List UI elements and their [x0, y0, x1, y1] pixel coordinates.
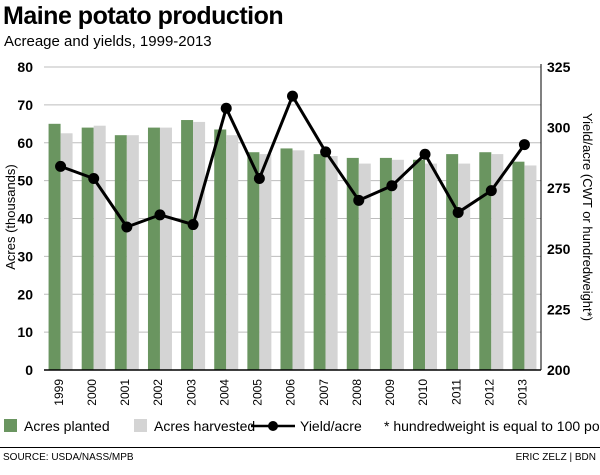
bar-acres-harvested — [193, 121, 206, 370]
bar-acres-harvested — [292, 150, 305, 370]
yield-point — [154, 209, 166, 221]
bar-acres-planted — [313, 154, 326, 370]
bar-acres-planted — [48, 123, 61, 370]
yield-point — [55, 160, 67, 172]
bar-acres-planted — [214, 129, 227, 370]
bars — [48, 120, 537, 371]
chart-title: Maine potato production — [3, 2, 284, 30]
yield-point — [287, 90, 298, 102]
x-tick-label: 2008 — [350, 379, 364, 406]
legend-note: * hundredweight is equal to 100 pounds — [384, 418, 600, 434]
bar-acres-planted — [479, 152, 492, 370]
x-tick-label: 2002 — [151, 379, 165, 406]
yield-point — [485, 185, 497, 197]
yield-line — [55, 90, 530, 233]
x-tick-label: 2007 — [317, 379, 331, 406]
x-tick-label: 2003 — [184, 379, 198, 406]
x-tick-label: 2010 — [416, 379, 430, 406]
legend-swatch-harvested — [134, 419, 147, 432]
source-credit: SOURCE: USDA/NASS/MPB — [3, 452, 134, 463]
yield-point — [88, 173, 100, 185]
yield-point — [121, 221, 133, 233]
bar-acres-planted — [247, 152, 260, 370]
yield-point — [187, 219, 199, 231]
x-tick-label: 2005 — [251, 379, 265, 406]
chart-plot: 0 10 20 30 40 50 60 70 80 200 225 250 275 300 325 1999 2… — [3, 59, 595, 406]
bar-acres-planted — [413, 159, 426, 370]
legend-swatch-planted — [4, 419, 17, 432]
x-tick-label: 2006 — [284, 379, 298, 406]
bar-acres-harvested — [126, 135, 139, 370]
legend-label-harvested: Acres harvested — [154, 418, 256, 434]
y-right-tick-label: 200 — [547, 362, 571, 378]
bar-acres-harvested — [325, 156, 338, 370]
y-left-tick-label: 40 — [17, 211, 33, 227]
y-right-axis-label: Yield/acre (CWT or hundredweight*) — [580, 113, 595, 321]
bar-acres-harvested — [259, 154, 272, 370]
yield-point — [419, 148, 431, 160]
y-left-tick-label: 80 — [17, 59, 33, 75]
yield-point — [320, 146, 332, 158]
x-tick-label: 2012 — [483, 379, 497, 406]
yield-point — [386, 180, 398, 192]
bar-acres-planted — [446, 154, 459, 370]
x-tick-label: 2009 — [383, 379, 397, 406]
legend-line-icon — [251, 421, 295, 431]
y-right-tick-label: 300 — [547, 120, 571, 136]
bar-acres-harvested — [391, 159, 404, 370]
x-tick-label: 2004 — [217, 379, 231, 406]
y-left-tick-label: 0 — [25, 362, 33, 378]
footer-divider — [0, 447, 600, 448]
tick-labels: 0 10 20 30 40 50 60 70 80 200 225 250 275 300 325 1999 2… — [17, 59, 570, 406]
bar-acres-harvested — [491, 154, 504, 370]
bar-acres-planted — [512, 161, 525, 370]
bar-acres-planted — [181, 120, 194, 371]
y-right-tick-label: 325 — [547, 59, 571, 75]
bar-acres-planted — [81, 127, 94, 370]
bar-acres-planted — [114, 135, 127, 370]
x-tick-label: 2011 — [449, 379, 463, 405]
y-left-axis-label: Acres (thousands) — [3, 164, 18, 270]
yield-point — [253, 173, 265, 185]
y-left-tick-label: 70 — [17, 97, 33, 113]
chart-subtitle: Acreage and yields, 1999-2013 — [4, 33, 212, 50]
yield-point — [452, 206, 464, 218]
author-credit: ERIC ZELZ | BDN — [515, 452, 596, 463]
y-left-tick-label: 20 — [17, 286, 33, 302]
y-left-tick-label: 60 — [17, 135, 33, 151]
y-left-tick-label: 30 — [17, 248, 33, 264]
yield-point — [518, 139, 530, 151]
y-right-tick-label: 225 — [547, 301, 571, 317]
x-tick-label: 1999 — [52, 379, 66, 406]
x-tick-label: 2013 — [516, 379, 530, 406]
y-right-tick-label: 275 — [547, 180, 571, 196]
bar-acres-harvested — [458, 163, 471, 370]
bar-acres-harvested — [358, 163, 371, 370]
bar-acres-planted — [346, 157, 359, 370]
yield-point — [220, 102, 232, 114]
bar-acres-harvested — [93, 125, 106, 370]
legend-label-planted: Acres planted — [24, 418, 110, 434]
yield-point — [353, 194, 365, 206]
legend-label-yield: Yield/acre — [300, 418, 362, 434]
bar-acres-harvested — [159, 127, 172, 370]
bar-acres-harvested — [60, 133, 73, 370]
bar-acres-planted — [280, 148, 293, 370]
bar-acres-harvested — [226, 135, 239, 370]
bar-acres-planted — [379, 157, 392, 370]
x-tick-label: 2000 — [85, 379, 99, 406]
bar-acres-planted — [147, 127, 160, 370]
y-left-tick-label: 50 — [17, 173, 33, 189]
y-right-tick-label: 250 — [547, 241, 571, 257]
x-tick-label: 2001 — [118, 379, 132, 406]
y-left-tick-label: 10 — [17, 324, 33, 340]
bar-acres-harvested — [425, 163, 438, 370]
bar-acres-harvested — [524, 165, 537, 370]
